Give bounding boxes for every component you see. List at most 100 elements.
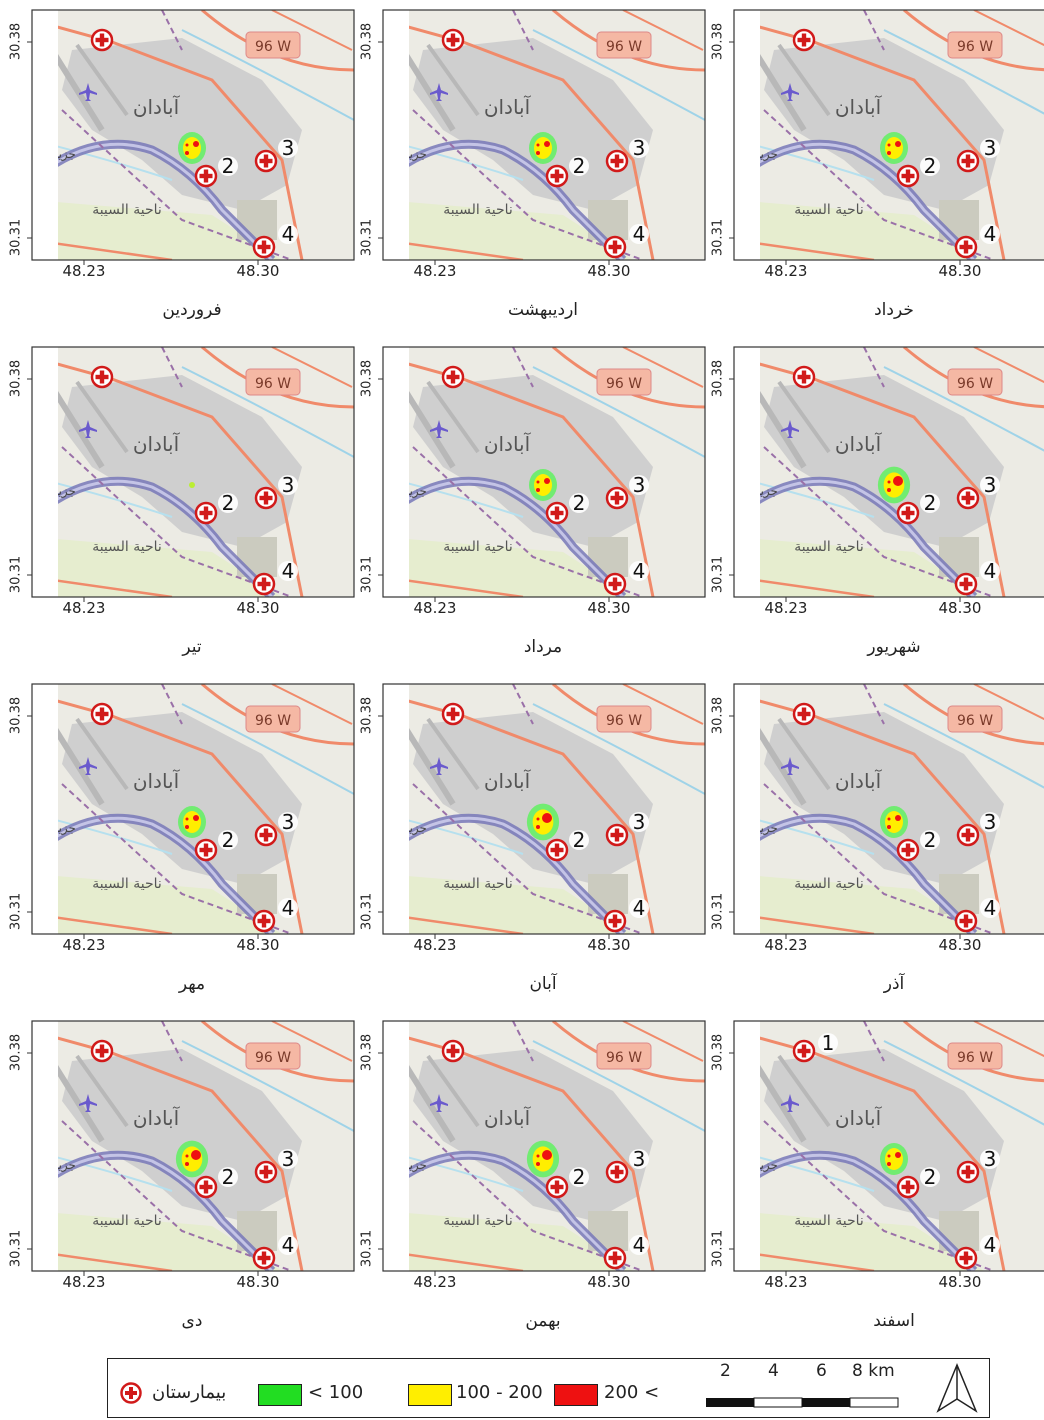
urban-area — [413, 712, 653, 884]
airport-icon — [781, 1094, 799, 1112]
mid-density-swatch — [408, 1384, 452, 1406]
hospital-4-number: 4 — [278, 222, 298, 246]
hospital-4-marker — [603, 909, 627, 933]
svg-text:96 W: 96 W — [606, 1050, 642, 1066]
hospital-2-number: 2 — [569, 491, 589, 515]
lon-right-label: 48.30 — [236, 1273, 280, 1291]
month-map: 96 W آبادان جزیره مینو ناحیة السيبة 2 3 4 — [27, 9, 355, 265]
island-label: جزیره مینو — [723, 821, 778, 836]
hospital-2-marker — [545, 164, 569, 188]
svg-text:4: 4 — [984, 559, 997, 583]
month-map: 96 W آبادان جزیره مینو ناحیة السيبة 2 3 4 — [723, 683, 1044, 939]
urban-area — [62, 375, 302, 547]
island-label: جزیره مینو — [372, 1158, 427, 1173]
island-label: جزیره مینو — [723, 147, 778, 162]
month-panel: 96 W آبادان جزیره مینو ناحیة السيبة 2 3 4 30.38… — [6, 683, 358, 1022]
panel-title: بهمن — [525, 1311, 561, 1331]
heat-spot — [526, 803, 560, 841]
road-shield: 96 W — [947, 368, 1003, 396]
svg-text:96 W: 96 W — [255, 39, 291, 55]
scale-label-2: 2 — [720, 1361, 731, 1381]
svg-text:2: 2 — [924, 491, 937, 515]
svg-text:4: 4 — [282, 1233, 295, 1257]
hospital-4-number: 4 — [629, 1233, 649, 1257]
lat-bottom-label: 30.31 — [359, 892, 375, 931]
hospital-3-number: 3 — [980, 810, 1000, 834]
lon-left-label: 48.23 — [413, 599, 457, 617]
island-label: جزیره مینو — [21, 1158, 76, 1173]
hospital-3-marker — [254, 149, 278, 173]
hospital-3-marker — [254, 486, 278, 510]
urban-area — [764, 1049, 1004, 1221]
svg-text:4: 4 — [282, 559, 295, 583]
airport-icon — [430, 420, 448, 438]
lon-left-label: 48.23 — [764, 1273, 808, 1291]
scale-label-6: 6 — [816, 1361, 827, 1381]
svg-text:3: 3 — [984, 810, 997, 834]
svg-text:3: 3 — [282, 1147, 295, 1171]
hospital-4-number: 4 — [278, 1233, 298, 1257]
panel-title: خرداد — [874, 300, 914, 320]
hospital-4-marker — [603, 1246, 627, 1270]
svg-text:4: 4 — [282, 222, 295, 246]
month-map: 96 W آبادان جزیره مینو ناحیة السيبة 2 3 4 — [372, 1020, 706, 1276]
low-density-label: < 100 — [308, 1382, 364, 1403]
district-label: ناحیة السيبة — [794, 202, 864, 218]
hospital-1-marker — [441, 28, 465, 52]
lat-bottom-label: 30.31 — [8, 218, 24, 257]
district-label: ناحیة السيبة — [443, 876, 513, 892]
island-label: جزیره مینو — [21, 484, 76, 499]
heat-spot — [880, 132, 908, 164]
hospital-4-marker — [252, 909, 276, 933]
svg-text:96 W: 96 W — [255, 1050, 291, 1066]
heat-spot — [178, 132, 206, 164]
svg-text:4: 4 — [633, 559, 646, 583]
lon-right-label: 48.30 — [587, 1273, 631, 1291]
airport-icon — [79, 757, 97, 775]
hospital-2-marker — [896, 501, 920, 525]
hospital-1-marker — [441, 365, 465, 389]
city-label: آبادان — [484, 94, 532, 119]
lon-right-label: 48.30 — [587, 599, 631, 617]
airport-icon — [79, 420, 97, 438]
hospital-1-marker — [792, 702, 816, 726]
lat-top-label: 30.38 — [359, 22, 375, 61]
road — [760, 699, 1006, 934]
hospital-3-number: 3 — [278, 1147, 298, 1171]
svg-text:2: 2 — [222, 1165, 235, 1189]
urban-area — [62, 38, 302, 210]
lat-bottom-label: 30.31 — [359, 1229, 375, 1268]
svg-text:2: 2 — [573, 828, 586, 852]
lon-right-label: 48.30 — [938, 262, 982, 280]
hospital-3-marker — [605, 486, 629, 510]
hospital-3-marker — [605, 823, 629, 847]
svg-text:96 W: 96 W — [255, 713, 291, 729]
road-shield: 96 W — [245, 1042, 301, 1070]
lon-left-label: 48.23 — [62, 1273, 106, 1291]
month-map: 96 W آبادان جزیره مینو ناحیة السيبة 2 3 4 — [378, 9, 706, 265]
svg-text:3: 3 — [633, 810, 646, 834]
road-shield: 96 W — [245, 368, 301, 396]
hospital-label: بیمارستان — [152, 1382, 227, 1403]
lat-top-label: 30.38 — [710, 1033, 726, 1072]
lat-top-label: 30.38 — [359, 696, 375, 735]
island-label: جزیره مینو — [372, 484, 427, 499]
hospital-4-number: 4 — [980, 559, 1000, 583]
month-panel: 96 W آبادان جزیره مینو ناحیة السيبة 2 3 4 30.38… — [708, 346, 1044, 685]
hospital-2-marker — [896, 838, 920, 862]
hospital-1-marker — [90, 365, 114, 389]
hospital-3-marker — [956, 486, 980, 510]
lon-right-label: 48.30 — [236, 936, 280, 954]
lat-bottom-label: 30.31 — [710, 555, 726, 594]
hospital-2-number: 2 — [920, 1165, 940, 1189]
road-shield: 96 W — [596, 31, 652, 59]
hospital-1-marker — [90, 1039, 114, 1063]
svg-text:3: 3 — [633, 473, 646, 497]
scale-label-8km: 8 km — [852, 1361, 895, 1381]
city-label: آبادان — [133, 431, 181, 456]
lat-top-label: 30.38 — [359, 1033, 375, 1072]
lat-bottom-label: 30.31 — [8, 1229, 24, 1268]
hospital-3-marker — [605, 149, 629, 173]
road-shield: 96 W — [596, 705, 652, 733]
panel-title: مهر — [178, 974, 206, 994]
